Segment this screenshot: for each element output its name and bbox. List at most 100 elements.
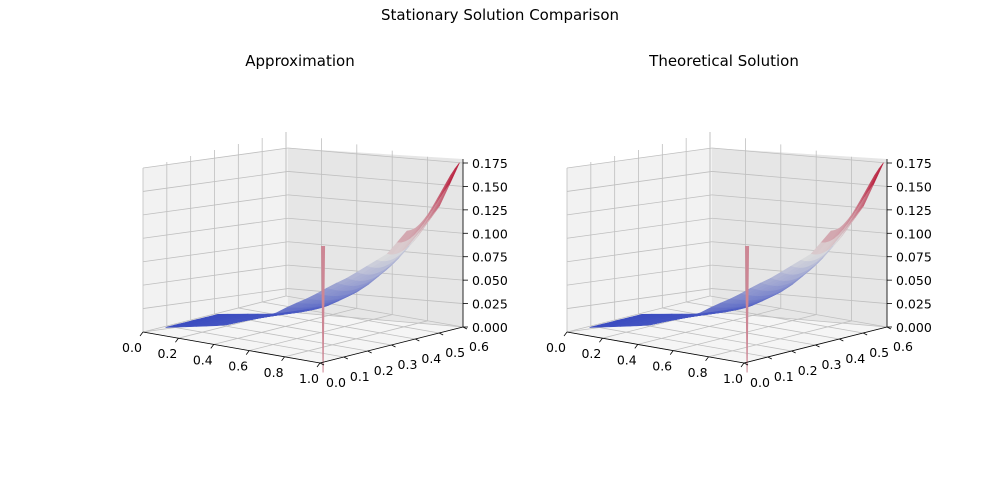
y-tick	[319, 362, 325, 366]
x-tick-label: 0.4	[617, 352, 637, 367]
y-tick	[367, 350, 372, 354]
z-tick-label: 0.100	[472, 226, 508, 241]
grid-y-floor	[662, 307, 840, 340]
x-tick-label: 0.6	[228, 359, 248, 374]
y-tick	[343, 356, 349, 360]
x-tick-label: 1.0	[299, 371, 319, 386]
x-tick-label: 0.0	[546, 340, 566, 355]
z-tick-label: 0.175	[472, 156, 508, 171]
x-tick-label: 0.2	[157, 346, 177, 361]
y-tick	[839, 338, 844, 342]
surface-patch	[165, 325, 181, 328]
grid-z-right	[287, 288, 464, 304]
z-tick-label: 0.150	[896, 179, 932, 194]
y-tick-label: 0.2	[374, 363, 394, 378]
surface	[589, 162, 884, 373]
x-tick-label: 0.8	[688, 365, 708, 380]
grid-z-right	[711, 147, 888, 164]
y-tick-label: 0.2	[798, 363, 818, 378]
y-tick-label: 0.0	[326, 375, 346, 390]
y-tick-label: 0.1	[774, 369, 794, 384]
x-tick	[175, 337, 179, 343]
left-back-pane	[143, 148, 288, 332]
z-tick-label: 0.175	[896, 156, 932, 171]
grid-y-floor	[590, 325, 768, 358]
axes-group: 0.0 0.2 0.4 0.6 0.8 1.0 0.0 0.1 0.2 0.3 0.4 0.5 0.60…	[122, 132, 508, 390]
y-tick	[438, 332, 444, 336]
x-tick	[210, 344, 215, 349]
z-tick-label: 0.025	[896, 297, 932, 312]
z-tick-label: 0.050	[896, 273, 932, 288]
grid-z-right	[711, 217, 888, 234]
x-tick	[634, 344, 639, 349]
x-axis-line	[142, 331, 321, 364]
y-tick-label: 0.6	[469, 339, 489, 354]
z-tick-label: 0.125	[896, 203, 932, 218]
y-tick-label: 0.0	[750, 375, 770, 390]
x-tick-label: 0.8	[264, 365, 284, 380]
axes-group: 0.0 0.2 0.4 0.6 0.8 1.0 0.0 0.1 0.2 0.3 0.4 0.5 0.60…	[546, 132, 932, 390]
grid-y-floor	[238, 307, 416, 340]
y-tick-label: 0.5	[869, 345, 889, 360]
x-tick	[705, 356, 709, 362]
x-tick	[599, 337, 603, 343]
grid-z-right	[287, 147, 464, 164]
left-back-pane	[567, 148, 712, 332]
grid-z-right	[287, 217, 464, 234]
z-tick-label: 0.025	[472, 297, 508, 312]
z-tick-label: 0.050	[472, 273, 508, 288]
z-tick-label: 0.100	[896, 226, 932, 241]
z-tick-label: 0.150	[472, 179, 508, 194]
grid-z-right	[287, 171, 464, 187]
x-tick	[740, 362, 745, 368]
right-back-pane	[712, 148, 887, 327]
y-tick	[767, 356, 773, 360]
y-tick-label: 0.6	[893, 339, 913, 354]
y-tick	[862, 332, 868, 336]
right-back-pane	[288, 148, 463, 327]
grid-z-right	[711, 288, 888, 304]
x-tick-label: 0.6	[652, 359, 672, 374]
grid-y-floor	[166, 325, 344, 358]
grid-z-right	[287, 311, 464, 328]
x-tick-label: 1.0	[723, 371, 743, 386]
y-tick	[391, 344, 396, 348]
grid-z-right	[711, 241, 888, 258]
x-tick	[139, 331, 144, 337]
surface-patch	[589, 325, 605, 328]
surface	[165, 162, 460, 373]
x-tick-label: 0.0	[122, 340, 142, 355]
z-tick-label: 0.000	[472, 320, 508, 335]
grid-z-right	[711, 171, 888, 187]
y-tick-label: 0.1	[350, 369, 370, 384]
y-tick	[815, 344, 820, 348]
x-tick	[563, 331, 568, 337]
z-tick-label: 0.075	[896, 250, 932, 265]
surface-spike	[321, 245, 326, 373]
y-tick	[415, 338, 420, 342]
subplot-title-approximation: Approximation	[245, 52, 355, 70]
x-axis-line	[566, 331, 745, 364]
x-tick	[245, 350, 250, 355]
surface-spike	[745, 245, 750, 373]
y-tick-label: 0.3	[398, 357, 418, 372]
y-tick-label: 0.3	[822, 357, 842, 372]
y-tick-label: 0.4	[421, 351, 441, 366]
x-tick	[669, 350, 674, 355]
z-tick-label: 0.125	[472, 203, 508, 218]
grid-z-right	[287, 241, 464, 258]
grid-z-right	[711, 311, 888, 328]
y-tick-label: 0.5	[445, 345, 465, 360]
x-tick-label: 0.4	[193, 352, 213, 367]
y-tick	[791, 350, 796, 354]
z-tick-label: 0.075	[472, 250, 508, 265]
figure-title: Stationary Solution Comparison	[380, 6, 619, 24]
z-tick-label: 0.000	[896, 320, 932, 335]
subplot-title-theoretical: Theoretical Solution	[649, 52, 799, 70]
x-tick	[281, 356, 285, 362]
y-tick	[743, 362, 749, 366]
y-tick-label: 0.4	[845, 351, 865, 366]
x-tick	[316, 362, 321, 368]
